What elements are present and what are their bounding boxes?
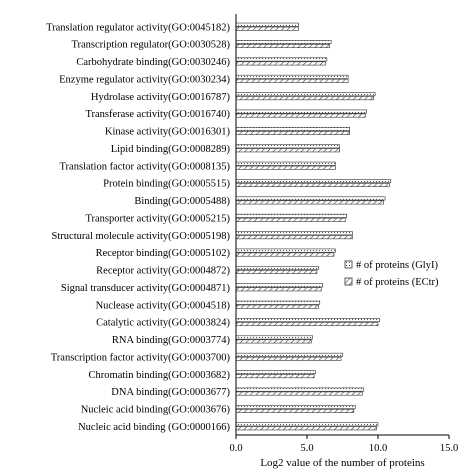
bar-glyi [235,22,299,27]
category-label: DNA binding(GO:0003677) [111,387,230,398]
bar-glyi [235,335,313,340]
category-label: Translation factor activity(GO:0008135) [60,161,231,172]
bar-glyi [235,300,321,305]
x-tick-label: 0.0 [229,443,242,454]
bar-ectr [235,96,375,101]
legend: # of proteins (GlyI) # of proteins (ECtr… [344,260,439,288]
bar-glyi [235,248,336,253]
bar-glyi [235,196,386,201]
x-tick-label: 10.0 [369,443,387,454]
bar-ectr [235,44,331,49]
category-label: Enzyme regulator activity(GO:0030234) [59,74,230,85]
bar-ectr [235,322,379,327]
category-label: Transcription regulator(GO:0030528) [71,40,230,51]
category-label: RNA binding(GO:0003774) [112,335,231,346]
category-label: Carbohydrate binding(GO:0030246) [76,57,230,68]
x-axis-title: Log2 value of the number of proteins [260,457,424,469]
bar-ectr [235,148,340,153]
bar-glyi [235,109,367,114]
category-label: Signal transducer activity(GO:0004871) [61,283,231,294]
bar-glyi [235,161,336,166]
bar-glyi [235,387,365,392]
category-label: Binding(GO:0005488) [134,196,230,207]
bar-ectr [235,252,335,257]
bar-glyi [235,213,348,218]
bar-glyi [235,370,316,375]
category-label: Transcription factor activity(GO:0003700… [51,352,231,363]
bar-ectr [235,269,318,274]
category-label: Protein binding(GO:0005515) [103,179,230,190]
category-label: Receptor activity(GO:0004872) [96,266,230,277]
bar-glyi [235,231,353,236]
category-label: Receptor binding(GO:0005102) [96,248,231,259]
bar-ectr [235,304,319,309]
bar-glyi [235,422,379,427]
category-label: Lipid binding(GO:0008289) [111,144,231,155]
legend-swatch-ectr [344,277,353,286]
x-axis-ticks: 0.0 5.0 10.0 15.0 [229,435,458,454]
bar-ectr [235,130,350,135]
legend-label-glyi: # of proteins (GlyI) [356,260,438,271]
category-label: Kinase activity(GO:0016301) [105,127,231,138]
bar-ectr [235,356,342,361]
bar-glyi [235,404,356,409]
legend-swatch-glyi [344,260,353,269]
legend-label-ectr: # of proteins (ECtr) [356,277,439,288]
bar-glyi [235,179,392,184]
category-label: Nucleic acid binding (GO:0000166) [78,422,230,433]
bar-glyi [235,265,319,270]
bar-glyi [235,283,323,288]
bar-ectr [235,426,377,431]
bar-ectr [235,374,315,379]
category-label: Translation regulator activity(GO:004518… [46,22,230,33]
bar-glyi [235,352,343,357]
category-label: Catalytic activity(GO:0003824) [96,318,230,329]
x-tick-label: 5.0 [300,443,313,454]
bar-ectr [235,339,312,344]
bars-layer [235,22,392,431]
category-label: Nuclease activity(GO:0004518) [96,300,231,311]
bar-ectr [235,200,384,205]
category-label: Transferase activity(GO:0016740) [85,109,230,120]
bar-glyi [235,126,350,131]
bar-ectr [235,287,322,292]
bar-ectr [235,113,366,118]
category-label: Nucleic acid binding(GO:0003676) [81,405,231,416]
category-label: Hydrolase activity(GO:0016787) [91,92,231,103]
bar-ectr [235,61,326,66]
bar-ectr [235,183,390,188]
x-tick-label: 15.0 [440,443,458,454]
bar-ectr [235,408,355,413]
category-label: Chromatin binding(GO:0003682) [89,370,231,381]
bar-ectr [235,165,336,170]
category-label: Transporter activity(GO:0005215) [85,213,230,224]
bar-glyi [235,92,376,97]
bar-glyi [235,40,332,45]
category-labels: Translation regulator activity(GO:004518… [46,22,230,433]
bar-ectr [235,217,346,222]
bar-glyi [235,144,340,149]
bar-ectr [235,26,299,31]
bar-glyi [235,57,328,62]
category-label: Structural molecule activity(GO:0005198) [52,231,231,242]
bar-glyi [235,74,349,79]
bar-glyi [235,318,380,323]
bar-ectr [235,78,349,83]
bar-ectr [235,235,353,240]
bar-ectr [235,391,363,396]
